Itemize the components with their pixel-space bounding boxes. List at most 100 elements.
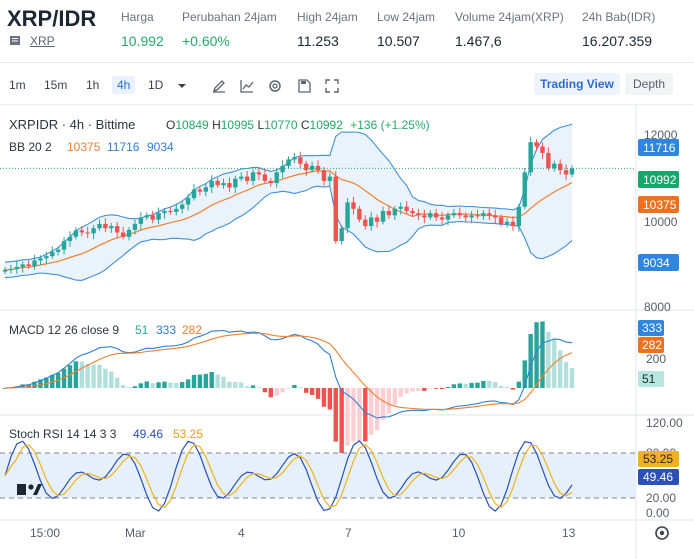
macd-hist-bar xyxy=(445,386,451,388)
trading-view-button[interactable]: Trading View xyxy=(534,73,620,95)
candle-body xyxy=(73,230,79,237)
candle-body xyxy=(569,168,575,175)
macd-hist-bar xyxy=(103,368,108,388)
candle-body xyxy=(439,217,445,220)
macd-hist-bar xyxy=(268,388,273,398)
candle-body xyxy=(422,215,427,218)
high-value: 10995 xyxy=(221,118,255,132)
chevron-down-icon[interactable] xyxy=(174,78,190,94)
fullscreen-icon[interactable] xyxy=(324,78,340,94)
macd-hist-bar xyxy=(569,368,575,388)
timeframe-1d[interactable]: 1D xyxy=(148,78,164,92)
macd-hist-bar xyxy=(280,388,285,393)
stat-label: 24h Bab(IDR) xyxy=(582,10,656,24)
macd-hist-bar xyxy=(368,388,374,435)
macd-hist-bar xyxy=(439,388,445,390)
draw-icon[interactable] xyxy=(211,78,227,94)
indicator-icon[interactable] xyxy=(239,78,255,94)
macd-hist-bar xyxy=(132,386,138,388)
open-value: 10849 xyxy=(175,118,209,132)
settings-icon[interactable] xyxy=(267,78,283,94)
tag-bb-mid xyxy=(638,196,679,213)
symbol-label: XRPIDR · 4h · Bittime xyxy=(9,117,135,132)
candle-body xyxy=(209,180,214,188)
close-value: 10992 xyxy=(310,118,344,132)
candle-body xyxy=(380,211,386,222)
candle-body xyxy=(239,176,244,179)
bb-upper-value: 11716 xyxy=(107,140,140,154)
depth-button[interactable]: Depth xyxy=(625,73,673,95)
tag-bb-mid-text: 10375 xyxy=(643,198,677,212)
candle-body xyxy=(339,228,344,242)
macd-hist-bar xyxy=(44,377,49,388)
candle-body xyxy=(115,226,120,233)
macd-hist-bar xyxy=(333,388,338,442)
macd-hist-bar xyxy=(262,388,268,393)
timeframe-15m[interactable]: 15m xyxy=(44,78,68,92)
candle-body xyxy=(410,211,415,214)
candle-body xyxy=(534,142,539,147)
macd-hist-bar xyxy=(244,386,250,388)
timeframe-4h[interactable]: 4h xyxy=(112,76,136,94)
stat-label: Harga xyxy=(121,10,154,24)
macd-hist-bar xyxy=(398,388,403,398)
macd-hist-bar xyxy=(109,371,114,388)
stat-low: Low 24jam 10.507 xyxy=(377,10,435,49)
stat-label: High 24jam xyxy=(297,10,358,24)
macd-hist-bar xyxy=(528,333,533,388)
macd-hist-bar xyxy=(156,382,161,388)
candle-body xyxy=(363,219,368,227)
candle-body xyxy=(498,217,504,224)
macd-hist-bar xyxy=(174,382,179,388)
candle-body xyxy=(221,183,226,186)
candle-body xyxy=(368,217,374,227)
low-value: 10770 xyxy=(264,118,298,132)
macd-hist-bar xyxy=(292,384,297,388)
candle-body xyxy=(557,163,563,171)
time-tick: 7 xyxy=(345,526,352,540)
chart-settings-icon[interactable] xyxy=(655,526,669,540)
stat-price: Harga 10.992 xyxy=(121,10,164,49)
candle-body xyxy=(227,183,232,188)
timeframe-1m[interactable]: 1m xyxy=(9,78,26,92)
stoch-d-line xyxy=(4,443,573,509)
candle-body xyxy=(428,213,433,218)
candle-body xyxy=(552,163,557,168)
candle-body xyxy=(457,213,462,216)
save-icon[interactable] xyxy=(296,78,312,94)
macd-hist-bar xyxy=(32,381,37,388)
timeframe-1h[interactable]: 1h xyxy=(86,78,100,92)
macd-hist-bar xyxy=(185,379,191,388)
macd-hist-bar xyxy=(309,388,315,395)
stoch-tick: 0.00 xyxy=(646,506,670,520)
macd-hist-bar xyxy=(120,385,126,388)
candle-body xyxy=(144,215,149,218)
macd-hist-bar xyxy=(428,388,433,389)
candle-body xyxy=(132,223,138,230)
macd-tick: 200 xyxy=(646,352,666,366)
candle-body xyxy=(504,221,510,224)
candle-body xyxy=(174,208,179,212)
tag-stoch-d-text: 53.25 xyxy=(643,452,673,466)
macd-hist-bar xyxy=(404,388,409,394)
macd-hist-bar xyxy=(233,382,238,388)
candle-body xyxy=(433,213,439,218)
candle-body xyxy=(91,228,96,234)
stoch-tick: 120.00 xyxy=(646,416,683,430)
candle-body xyxy=(286,159,291,166)
candle-body xyxy=(109,226,114,229)
chart-area[interactable]: XRPIDR · 4h · Bittime O10849 H10995 L107… xyxy=(0,105,694,559)
stat-value: 1.467,6 xyxy=(455,33,502,49)
macd-hist-bar xyxy=(481,380,486,388)
market-header: XRP/IDR XRP Harga 10.992 Perubahan 24jam… xyxy=(0,0,694,63)
ohlc-readout: O10849 H10995 L10770 C10992 +136 (+1.25%… xyxy=(166,118,430,132)
macd-hist-bar xyxy=(433,388,439,389)
tag-hist xyxy=(638,371,664,387)
candle-body xyxy=(280,165,285,173)
tag-stoch-d xyxy=(638,451,679,467)
macd-hist-bar xyxy=(327,388,333,410)
coin-link[interactable]: XRP xyxy=(30,34,55,48)
tag-bb-upper xyxy=(638,139,679,156)
macd-hist-bar xyxy=(203,373,209,388)
macd-hist-bar xyxy=(250,385,256,388)
